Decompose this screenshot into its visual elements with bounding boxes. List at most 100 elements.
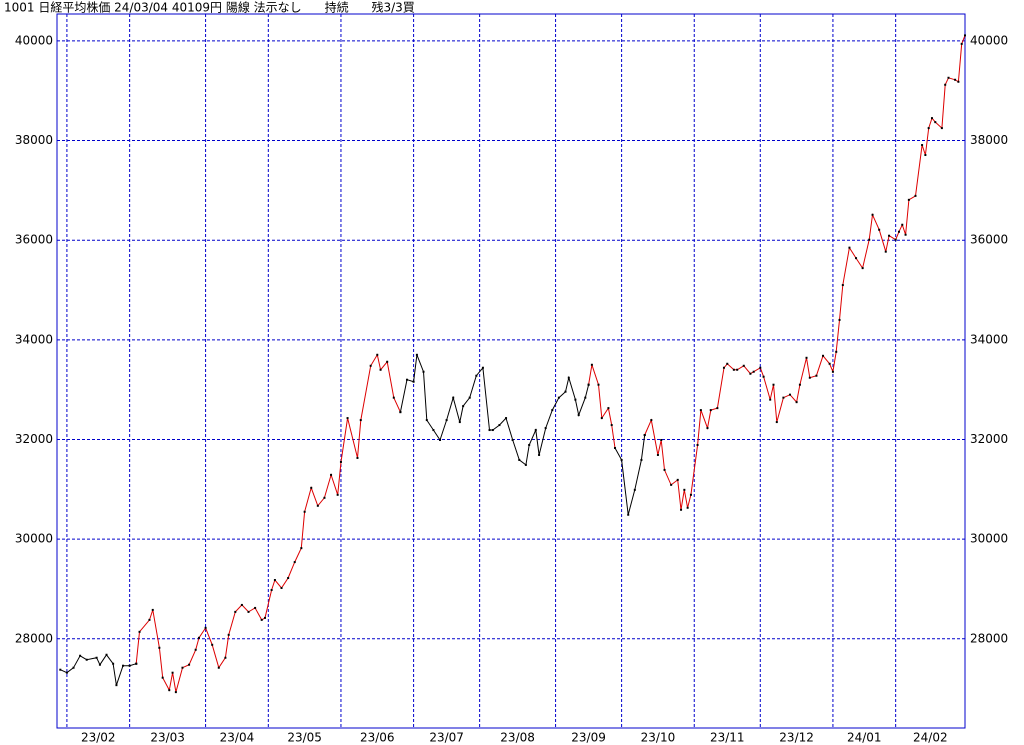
price-marker	[633, 488, 636, 491]
price-marker	[217, 666, 220, 669]
price-marker	[752, 370, 755, 373]
price-marker	[188, 663, 191, 666]
price-marker	[656, 453, 659, 456]
price-marker	[795, 401, 798, 404]
price-marker	[468, 396, 471, 399]
price-marker	[528, 443, 531, 446]
price-marker	[151, 608, 154, 611]
price-marker	[620, 458, 623, 461]
price-marker	[439, 439, 442, 442]
x-tick-label: 23/09	[571, 731, 606, 745]
price-marker	[759, 366, 762, 369]
price-marker	[924, 154, 927, 157]
price-marker	[716, 407, 719, 410]
price-marker	[122, 664, 125, 667]
price-marker	[841, 284, 844, 287]
price-marker	[323, 496, 326, 499]
price-marker	[105, 653, 108, 656]
price-marker	[680, 508, 683, 511]
price-line	[60, 653, 137, 686]
price-marker	[491, 429, 494, 432]
price-line	[644, 35, 966, 510]
price-marker	[614, 446, 617, 449]
price-marker	[686, 506, 689, 509]
price-marker	[947, 76, 950, 79]
x-tick-label: 23/05	[287, 731, 322, 745]
price-marker	[330, 473, 333, 476]
price-marker	[254, 606, 257, 609]
price-marker	[960, 42, 963, 45]
price-marker	[640, 458, 643, 461]
price-marker	[660, 439, 663, 442]
price-marker	[805, 356, 808, 359]
price-marker	[557, 396, 560, 399]
x-tick-label: 23/02	[81, 731, 116, 745]
price-marker	[260, 618, 263, 621]
price-marker	[336, 493, 339, 496]
price-marker	[412, 380, 415, 383]
price-marker	[264, 616, 267, 619]
price-marker	[888, 234, 891, 237]
price-marker	[293, 561, 296, 564]
y-tick-label: 32000	[15, 432, 53, 446]
price-marker	[135, 662, 138, 665]
price-marker	[650, 419, 653, 422]
price-marker	[643, 434, 646, 437]
x-tick-label: 23/10	[641, 731, 676, 745]
price-marker	[567, 376, 570, 379]
price-marker	[445, 419, 448, 422]
price-marker	[138, 630, 141, 633]
marker-layer	[59, 34, 966, 694]
price-marker	[927, 127, 930, 130]
price-marker	[505, 417, 508, 420]
price-marker	[511, 439, 514, 442]
price-marker	[904, 233, 907, 236]
price-marker	[415, 353, 418, 356]
price-marker	[871, 213, 874, 216]
x-tick-label: 23/08	[500, 731, 535, 745]
price-marker	[706, 427, 709, 430]
x-tick-label: 24/01	[847, 731, 882, 745]
price-marker	[726, 362, 729, 365]
price-marker	[197, 636, 200, 639]
price-marker	[204, 626, 207, 629]
chart-title: 1001 日経平均株価 24/03/04 40109円 陽線 法示なし 持続 残…	[4, 0, 415, 15]
price-marker	[597, 383, 600, 386]
price-marker	[405, 378, 408, 381]
price-marker	[59, 668, 62, 671]
price-marker	[79, 654, 82, 657]
price-marker	[709, 409, 712, 412]
price-marker	[742, 364, 745, 367]
y2-tick-label: 30000	[970, 532, 1008, 546]
label-layer: 28000 28000 30000 30000 32000 32000 34000 34000…	[15, 33, 1008, 744]
price-marker	[270, 588, 273, 591]
y2-tick-label: 40000	[970, 33, 1008, 47]
price-marker	[954, 78, 957, 81]
y2-tick-label: 36000	[970, 233, 1008, 247]
price-marker	[689, 493, 692, 496]
plot-frame	[56, 13, 966, 729]
price-marker	[782, 396, 785, 399]
price-marker	[663, 468, 666, 471]
price-marker	[158, 646, 161, 649]
price-marker	[894, 238, 897, 241]
x-tick-label: 23/06	[360, 731, 395, 745]
price-marker	[544, 427, 547, 430]
price-marker	[462, 405, 465, 408]
price-marker	[538, 453, 541, 456]
price-marker	[488, 429, 491, 432]
price-marker	[551, 409, 554, 412]
price-marker	[240, 603, 243, 606]
price-marker	[772, 383, 775, 386]
price-marker	[85, 658, 88, 661]
price-marker	[425, 419, 428, 422]
y-tick-label: 36000	[15, 233, 53, 247]
price-marker	[789, 393, 792, 396]
price-marker	[161, 676, 164, 679]
grid-layer	[56, 13, 966, 729]
price-marker	[964, 34, 966, 37]
price-marker	[369, 364, 372, 367]
price-marker	[944, 83, 947, 86]
price-marker	[897, 230, 900, 233]
